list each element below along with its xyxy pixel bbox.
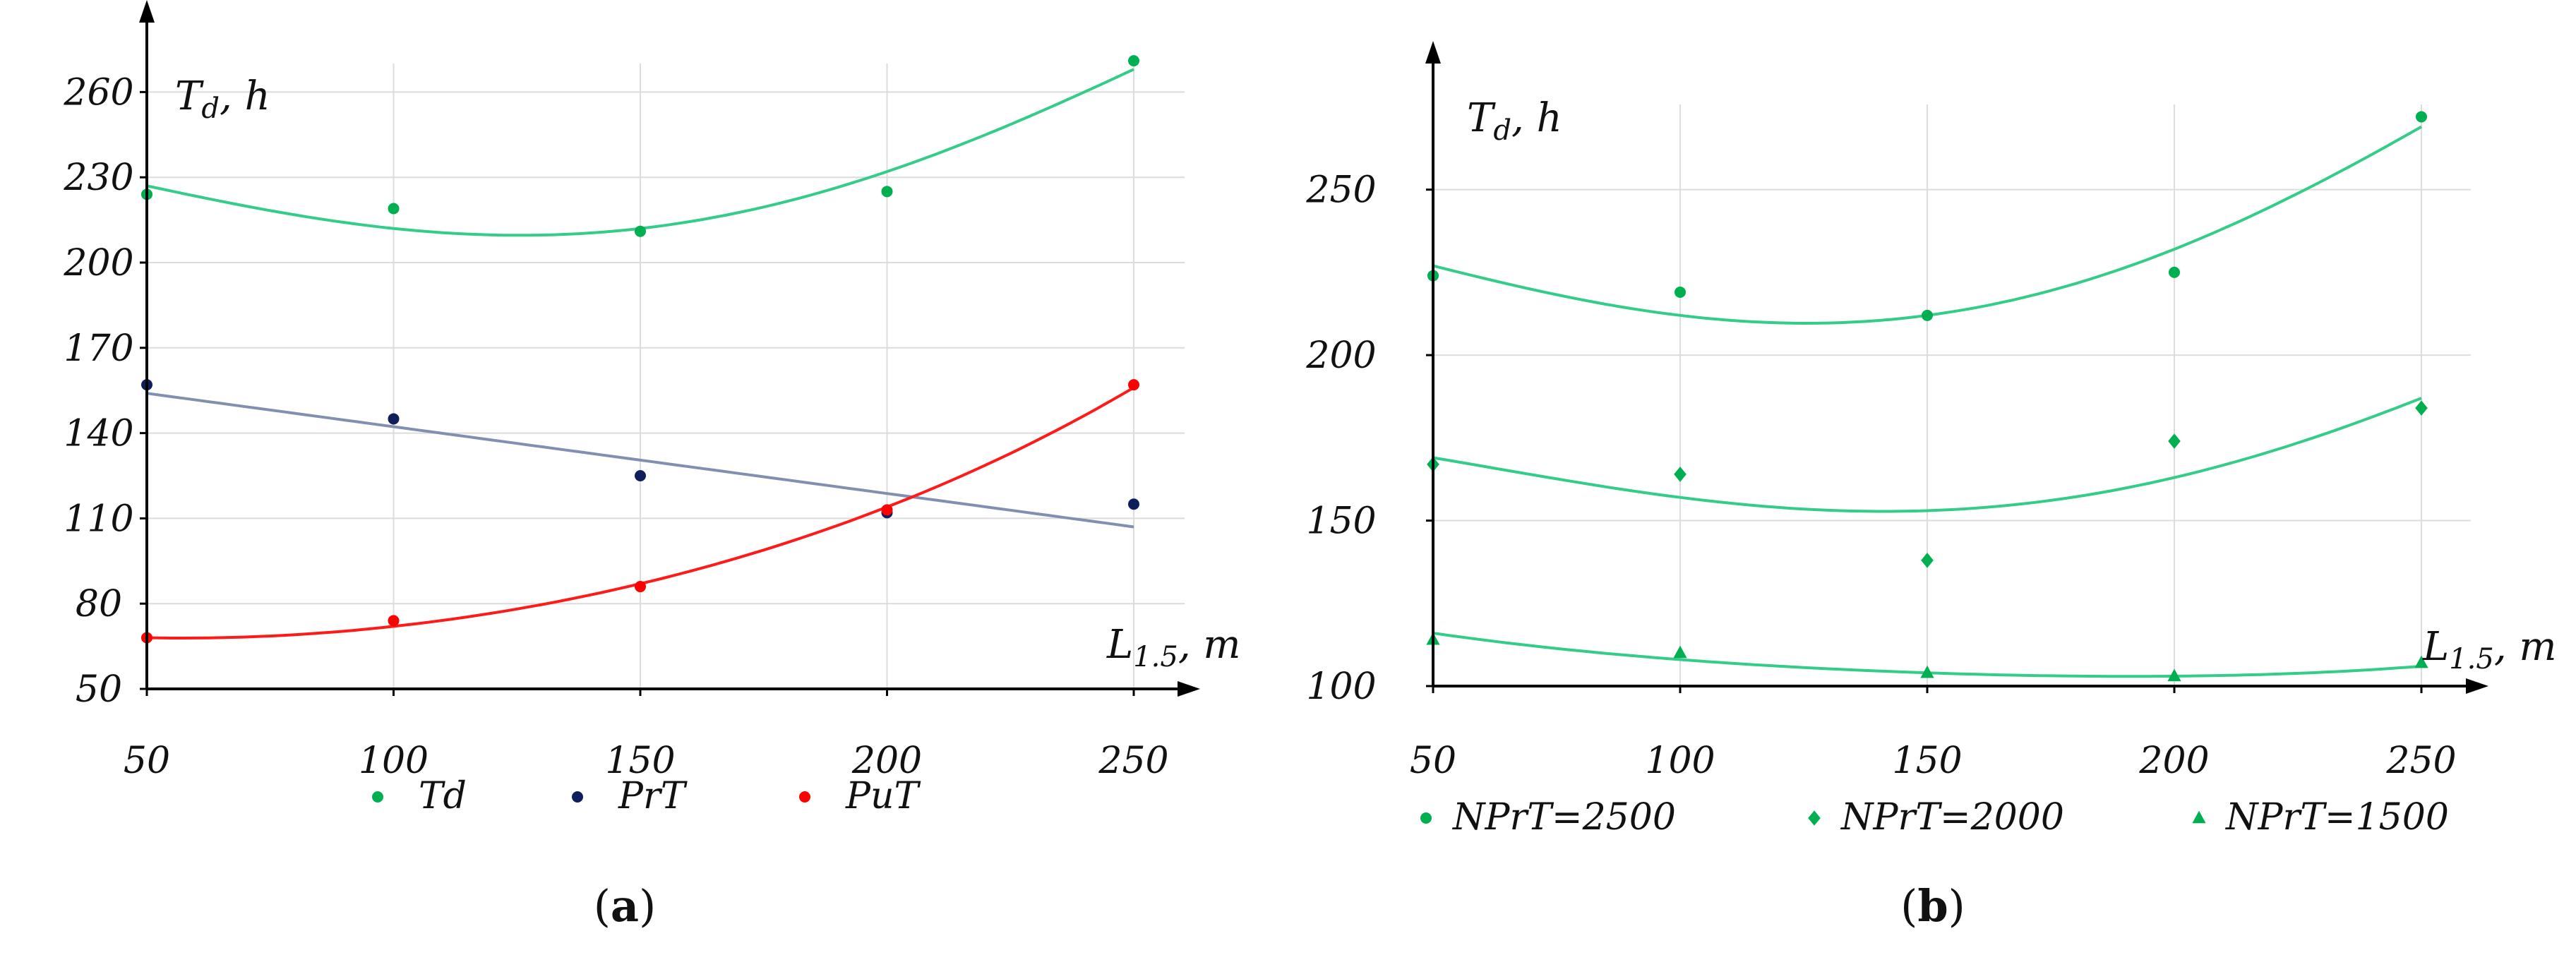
legend-label-nprt-2000: NPrT=2000: [1840, 796, 2064, 839]
y-tick-label: 100: [1306, 666, 1376, 708]
y-tick-label: 200: [1305, 335, 1376, 377]
legend-marker-prt: [572, 791, 583, 803]
legend-marker-td: [372, 791, 383, 803]
legend-marker-nprt-2000: [1808, 810, 1821, 826]
x-tick-label: 200: [851, 740, 922, 782]
y-tick-label: 230: [63, 157, 133, 199]
tick-labels: 100 150 200 250 50 100 150 200 250: [1305, 169, 2456, 782]
legend: Td PrT PuT: [372, 775, 921, 817]
y-tick-label: 150: [1306, 500, 1376, 543]
panel-label: (b): [1900, 880, 1965, 932]
data-point-td: [635, 225, 646, 237]
y-tick-label: 80: [76, 583, 122, 625]
panel-label: (a): [594, 880, 657, 932]
legend-label-nprt-1500: NPrT=1500: [2224, 796, 2449, 839]
y-axis-arrow: [139, 0, 155, 23]
y-tick-label: 110: [64, 498, 133, 540]
y-axis-label: Td, h: [175, 73, 270, 125]
legend-label-nprt-2500: NPrT=2500: [1451, 796, 1676, 839]
legend-label-td: Td: [419, 775, 467, 817]
gridlines: [146, 64, 1185, 690]
x-tick-label: 50: [124, 740, 170, 782]
data-point-td: [388, 203, 400, 215]
y-tick-label: 50: [76, 668, 122, 711]
y-tick-label: 250: [1305, 169, 1376, 212]
y-tick-label: 170: [64, 328, 133, 370]
x-tick-label: 200: [2138, 740, 2209, 782]
data-point-prt: [1128, 498, 1139, 510]
trendline-nprt-2000: [1432, 397, 2422, 513]
data-point-nprt-2500: [2169, 266, 2180, 278]
data-point-put: [635, 581, 646, 593]
y-axis-label: Td, h: [1467, 95, 1562, 147]
data-point-nprt-1500: [2414, 655, 2428, 668]
data-point-nprt-2000: [2415, 400, 2428, 416]
legend-marker-put: [799, 791, 810, 803]
data-point-prt: [635, 470, 646, 481]
legend-marker-nprt-2500: [1420, 812, 1432, 824]
legend-marker-nprt-1500: [2192, 810, 2206, 824]
x-tick-label: 150: [605, 740, 675, 782]
data-point-nprt-2000: [2168, 433, 2181, 449]
data-point-nprt-2500: [1675, 287, 1686, 299]
x-tick-label: 100: [359, 740, 429, 782]
x-axis-label: L1.5, m: [2422, 624, 2557, 675]
x-tick-label: 150: [1892, 740, 1962, 782]
y-axis-arrow: [1425, 41, 1441, 64]
data-point-nprt-1500: [2167, 668, 2181, 682]
data-point-prt: [388, 413, 400, 425]
x-axis-label: L1.5, m: [1106, 622, 1241, 673]
chart-panel-b: 100 150 200 250 50 100 150 200 250 Td, h L1.5, m…: [1305, 41, 2557, 932]
x-tick-label: 250: [1098, 740, 1168, 782]
tick-labels: 50 80 110 140 170 200 230 260 50 100 150 200 250: [63, 71, 1168, 782]
x-axis-arrow: [2466, 678, 2488, 694]
axes: [1425, 41, 2488, 694]
y-tick-label: 140: [64, 413, 133, 455]
gridlines: [1432, 104, 2471, 687]
data-point-nprt-2000: [1921, 553, 1934, 568]
y-tick-label: 200: [63, 242, 133, 284]
trendline-prt: [146, 392, 1134, 529]
data-point-nprt-2000: [1674, 467, 1687, 482]
x-tick-label: 50: [1410, 740, 1456, 782]
data-point-put: [388, 615, 400, 627]
axes: [139, 0, 1200, 697]
x-tick-label: 100: [1645, 740, 1715, 782]
data-point-nprt-2500: [2416, 111, 2427, 123]
data-point-nprt-1500: [1920, 665, 1934, 678]
legend-label-put: PuT: [845, 775, 921, 817]
data-point-put: [1128, 379, 1139, 391]
x-tick-label: 250: [2385, 740, 2456, 782]
x-axis-arrow: [1178, 681, 1200, 697]
data-point-nprt-2500: [1922, 309, 1933, 321]
data-point-td: [881, 186, 893, 198]
legend: NPrT=2500 NPrT=2000 NPrT=1500: [1420, 796, 2449, 839]
chart-panel-a: 50 80 110 140 170 200 230 260 50 100 150 200 250 Td,…: [63, 0, 1241, 932]
legend-label-prt: PrT: [618, 775, 688, 817]
data-point-td: [1128, 55, 1139, 67]
data-point-put: [881, 504, 893, 516]
data-point-nprt-1500: [1673, 645, 1687, 659]
y-tick-label: 260: [63, 71, 133, 114]
